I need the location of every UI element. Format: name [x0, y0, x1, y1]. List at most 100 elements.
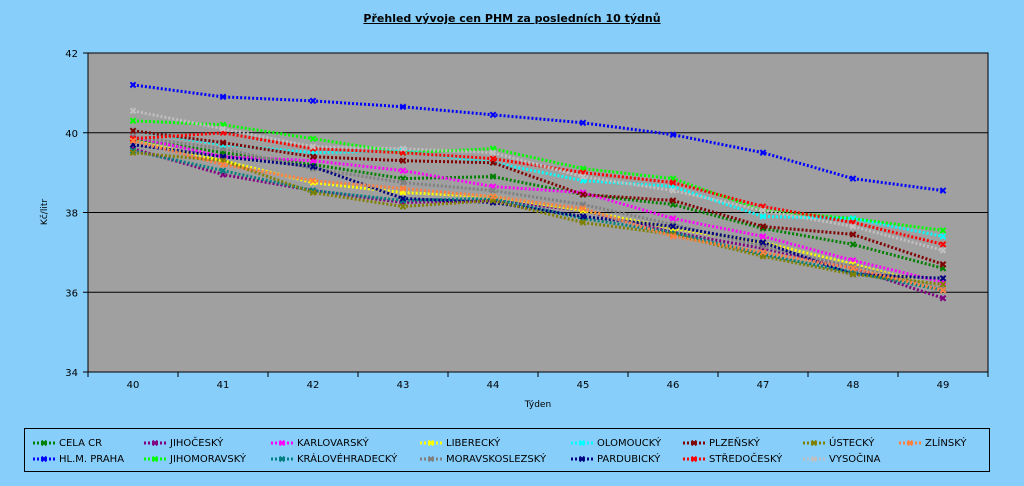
- data-point: [399, 157, 407, 164]
- data-point: [669, 131, 677, 139]
- legend-label: KARLOVARSKÝ: [297, 437, 369, 449]
- data-point: [399, 185, 407, 192]
- data-point: [759, 233, 767, 240]
- data-point: [219, 161, 227, 168]
- data-point: [579, 205, 587, 212]
- data-point: [129, 149, 137, 156]
- legend-label: LIBERECKÝ: [446, 437, 501, 449]
- legend-swatch: [571, 438, 593, 448]
- series-line: [132, 119, 944, 232]
- series-line: [132, 135, 944, 290]
- series-line: [132, 83, 944, 193]
- data-point: [849, 265, 857, 272]
- legend-swatch: [420, 454, 442, 464]
- legend-swatch: [33, 438, 55, 448]
- legend-label: PLZEŇSKÝ: [709, 437, 760, 449]
- data-point: [939, 187, 947, 194]
- legend-swatch: [683, 454, 705, 464]
- data-point: [219, 125, 227, 133]
- x-tick-label: 45: [577, 380, 590, 391]
- data-point: [759, 213, 767, 220]
- legend-label: OLOMOUCKÝ: [597, 437, 662, 449]
- legend-label: KRÁLOVÉHRADECKÝ: [297, 453, 398, 465]
- legend-swatch: [144, 454, 166, 464]
- data-point: [219, 93, 227, 101]
- chart-title: Přehled vývoje cen PHM za posledních 10 …: [363, 12, 661, 25]
- data-point: [399, 103, 407, 111]
- legend-item: MORAVSKOSLEZSKÝ: [420, 452, 546, 466]
- x-tick-label: 43: [397, 380, 410, 391]
- legend-item: ZLÍNSKÝ: [899, 436, 967, 450]
- x-tick-label: 41: [217, 380, 230, 391]
- data-point: [129, 81, 137, 89]
- data-point: [219, 167, 227, 174]
- series-13: [129, 107, 947, 254]
- legend-label: MORAVSKOSLEZSKÝ: [446, 453, 547, 465]
- data-point: [129, 107, 137, 115]
- data-point: [489, 111, 497, 119]
- y-tick-label: 38: [65, 209, 78, 220]
- data-point: [939, 241, 947, 248]
- data-point: [579, 119, 587, 127]
- data-point: [309, 135, 317, 143]
- data-point: [309, 165, 317, 172]
- legend-swatch: [33, 454, 55, 464]
- x-tick-label: 49: [937, 380, 950, 391]
- legend: CELA CR HL.M. PRAHA JIHOČESKÝ JIHOMORAVSKÝ K…: [24, 428, 990, 472]
- data-point: [669, 223, 677, 230]
- x-tick-label: 47: [757, 380, 770, 391]
- data-point: [579, 213, 587, 220]
- legend-item: JIHOMORAVSKÝ: [144, 452, 246, 466]
- data-point: [399, 195, 407, 202]
- y-tick-label: 34: [65, 368, 78, 379]
- y-tick-label: 42: [65, 49, 78, 60]
- legend-label: ZLÍNSKÝ: [925, 437, 967, 449]
- data-point: [939, 261, 947, 268]
- data-point: [669, 179, 677, 186]
- data-point: [759, 207, 767, 214]
- series-14: [129, 137, 947, 294]
- legend-item: OLOMOUCKÝ: [571, 436, 661, 450]
- data-point: [579, 173, 587, 180]
- x-tick-label: 42: [307, 380, 320, 391]
- data-point: [579, 219, 587, 226]
- data-point: [939, 233, 947, 240]
- data-point: [489, 187, 497, 194]
- legend-label: VYSOČINA: [829, 453, 881, 465]
- data-point: [849, 223, 857, 230]
- y-tick-label: 36: [65, 288, 78, 299]
- data-point: [939, 294, 947, 302]
- data-point: [939, 274, 947, 282]
- data-point: [849, 263, 857, 270]
- legend-swatch: [271, 454, 293, 464]
- data-point: [489, 173, 497, 180]
- data-point: [759, 239, 767, 246]
- legend-swatch: [803, 438, 825, 448]
- data-point: [399, 167, 407, 174]
- data-point: [939, 227, 947, 234]
- legend-label: PARDUBICKÝ: [597, 453, 661, 465]
- legend-swatch: [571, 454, 593, 464]
- data-point: [399, 145, 407, 153]
- data-point: [939, 286, 947, 294]
- x-tick-label: 44: [487, 380, 500, 391]
- data-point: [669, 187, 677, 194]
- data-point: [849, 241, 857, 248]
- x-tick-label: 40: [127, 380, 140, 391]
- data-point: [399, 179, 407, 186]
- data-point: [309, 143, 317, 151]
- legend-item: PLZEŇSKÝ: [683, 436, 760, 450]
- series-line: [132, 151, 944, 286]
- legend-swatch: [420, 438, 442, 448]
- data-point: [849, 231, 857, 238]
- series-line: [132, 143, 944, 280]
- series-1: [129, 81, 947, 194]
- data-point: [129, 117, 137, 125]
- data-point: [489, 149, 497, 156]
- legend-label: JIHOČESKÝ: [170, 437, 224, 449]
- legend-swatch: [683, 438, 705, 448]
- legend-item: VYSOČINA: [803, 452, 880, 466]
- legend-label: HL.M. PRAHA: [59, 453, 125, 465]
- x-tick-label: 46: [667, 380, 680, 391]
- legend-label: STŘEDOČESKÝ: [709, 453, 783, 465]
